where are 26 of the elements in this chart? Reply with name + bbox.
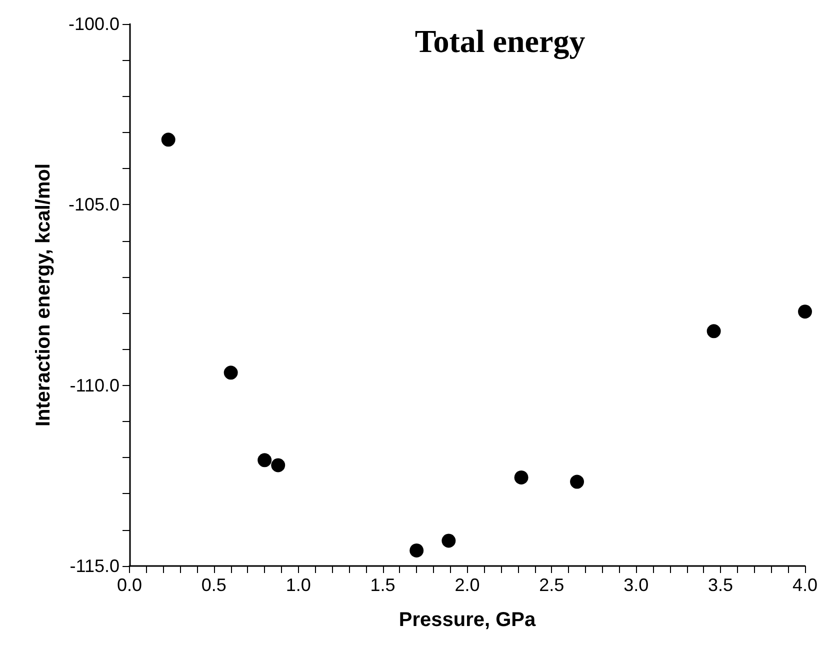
x-tick-label: 0.0 <box>116 575 142 595</box>
point <box>514 470 528 484</box>
x-tick-label: 2.5 <box>539 575 564 595</box>
point <box>271 458 286 472</box>
point <box>161 132 176 147</box>
point <box>410 543 424 558</box>
point <box>258 453 272 468</box>
x-tick-label: 0.5 <box>201 575 226 595</box>
x-tick-label: 1.0 <box>286 575 311 595</box>
point <box>798 304 812 319</box>
x-tick-label: 3.0 <box>624 575 649 595</box>
y-tick-label: -115.0 <box>70 556 120 576</box>
x-tick-label: 3.5 <box>708 575 734 595</box>
point <box>442 534 456 548</box>
point <box>706 324 721 338</box>
point <box>224 366 238 380</box>
point <box>570 474 584 489</box>
x-tick-label: 1.5 <box>370 575 396 595</box>
y-tick-label: -105.0 <box>68 194 120 215</box>
y-axis-title: Interaction energy, kcal/mol <box>32 163 54 427</box>
x-axis-title: Pressure, GPa <box>398 609 536 631</box>
y-tick-label: -110.0 <box>70 375 120 396</box>
chart-title: Total energy <box>414 23 586 60</box>
x-tick-label: 4.0 <box>792 575 818 595</box>
x-tick-label: 2.0 <box>454 575 480 595</box>
y-tick-label: -100.0 <box>68 14 120 34</box>
